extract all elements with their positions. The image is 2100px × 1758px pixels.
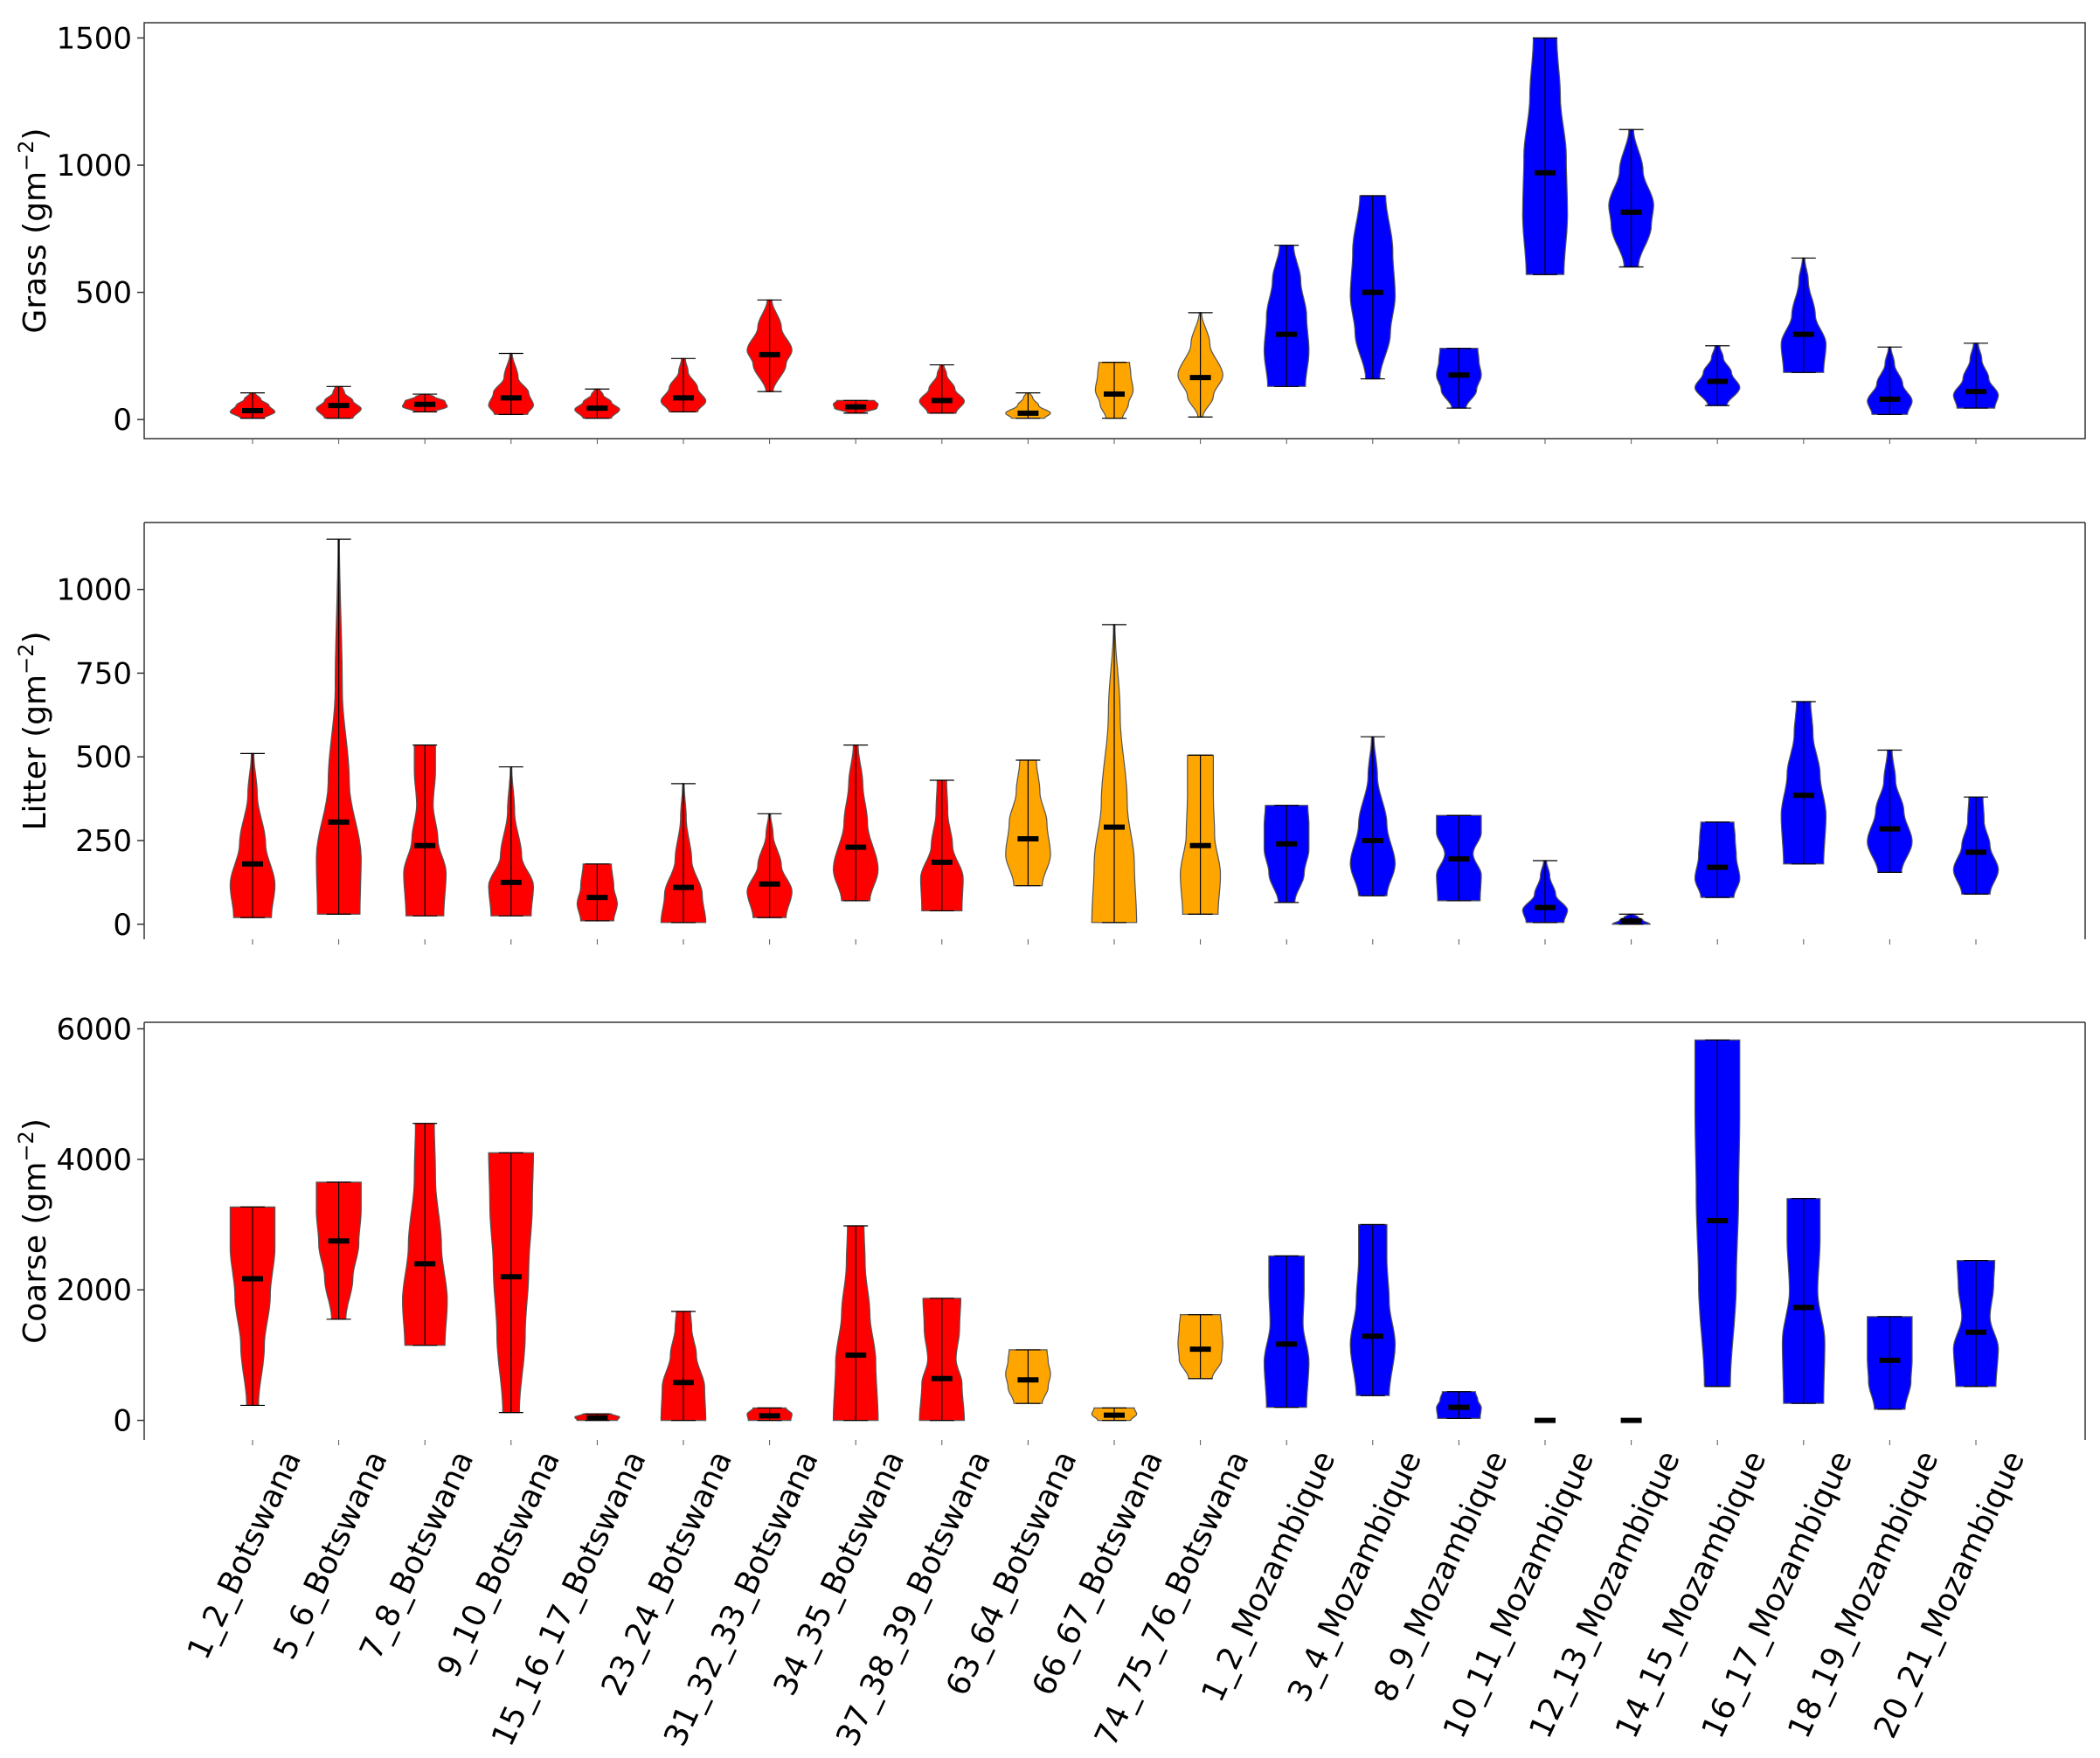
violin-coarse-7 [832, 1225, 879, 1422]
violin-litter-12 [1263, 805, 1310, 903]
violin-grass-9 [1005, 391, 1051, 419]
violin-coarse-6 [746, 1407, 793, 1422]
y-axis-label-exponent: −2 [14, 644, 38, 675]
violin-grass-2 [402, 393, 448, 413]
y-axis-label-text: Grass (gm [17, 171, 53, 334]
y-axis-label-close: ) [17, 1118, 53, 1131]
violin-grass-3 [488, 352, 535, 415]
violin-coarse-1 [315, 1181, 362, 1320]
violin-grass-15 [1521, 37, 1569, 275]
violin-grass-18 [1780, 257, 1827, 373]
y-tick-label: 500 [75, 276, 132, 311]
violin-grass-12 [1263, 245, 1310, 387]
y-axis-label-exponent: −2 [14, 140, 38, 170]
violin-grass-10 [1094, 362, 1134, 419]
violin-litter-15 [1521, 860, 1569, 924]
violin-grass-19 [1867, 346, 1913, 415]
violin-litter-3 [488, 766, 535, 917]
violin-coarse-12 [1263, 1255, 1310, 1408]
violin-litter-14 [1436, 814, 1482, 902]
y-axis-label-close: ) [17, 631, 53, 643]
violin-litter-13 [1349, 736, 1397, 896]
violin-litter-17 [1694, 821, 1741, 898]
violin-litter-4 [576, 863, 619, 922]
violin-litter-0 [229, 752, 276, 918]
violin-litter-7 [832, 744, 879, 902]
x-tick-label: 37_38_39_Botswana [830, 1445, 998, 1751]
violin-litter-5 [660, 783, 707, 924]
y-tick-label: 1500 [56, 21, 132, 56]
violin-grass-1 [315, 385, 362, 419]
y-axis-label: Coarse (gm−2) [14, 1118, 53, 1344]
violin-grass-0 [229, 391, 276, 419]
x-tick-label: 74_75_76_Botswana [1088, 1445, 1256, 1751]
violin-coarse-8 [918, 1298, 966, 1422]
violin-litter-18 [1780, 701, 1827, 865]
violin-coarse-4 [574, 1413, 620, 1422]
violin-coarse-20 [1952, 1260, 2000, 1388]
y-axis-label: Litter (gm−2) [14, 631, 53, 830]
panel-grass: 0 500 1000 1500 Grass (gm−2) [14, 21, 2086, 444]
violin-litter-11 [1179, 754, 1222, 915]
y-axis-label-exponent: −2 [14, 1131, 38, 1161]
y-axis-label-text: Coarse (gm [17, 1162, 53, 1344]
violin-litter-1 [315, 538, 362, 915]
violin-litter-20 [1952, 796, 2000, 895]
x-tick-label: 31_32_33_Botswana [657, 1445, 825, 1751]
violin-coarse-17 [1694, 1039, 1741, 1388]
y-tick-label: 2000 [56, 1273, 132, 1308]
y-axis-label-close: ) [17, 128, 53, 140]
violin-litter-6 [746, 813, 793, 918]
violin-coarse-18 [1781, 1198, 1826, 1404]
violin-litter-2 [403, 744, 447, 917]
violin-litter-16 [1611, 913, 1652, 925]
violin-grass-8 [918, 363, 966, 414]
violin-coarse-9 [1005, 1349, 1051, 1404]
violin-coarse-19 [1867, 1316, 1913, 1410]
y-tick-label: 750 [75, 656, 132, 691]
violin-coarse-14 [1436, 1391, 1482, 1419]
violin-grass-17 [1694, 345, 1741, 406]
panel-coarse: 0 2000 4000 6000 Coarse (gm−2) [14, 1012, 2086, 1445]
violin-coarse-13 [1349, 1223, 1397, 1396]
y-tick-label: 0 [113, 403, 132, 438]
y-tick-label: 6000 [56, 1012, 132, 1047]
violin-litter-9 [1005, 759, 1051, 887]
y-tick-label: 0 [113, 908, 132, 943]
violin-coarse-10 [1091, 1407, 1138, 1422]
violin-grass-4 [574, 388, 620, 419]
violin-grass-5 [660, 357, 707, 413]
violin-coarse-2 [401, 1123, 448, 1346]
violin-litter-8 [919, 779, 964, 912]
x-tick-labels: 1_2_Botswana5_6_Botswana7_8_Botswana9_10… [181, 1445, 2032, 1751]
y-tick-label: 0 [113, 1404, 132, 1439]
violin-grass-14 [1436, 348, 1482, 409]
violin-litter-19 [1867, 749, 1913, 873]
y-tick-label: 1000 [56, 573, 132, 608]
violin-coarse-11 [1177, 1313, 1223, 1380]
violin-litter-10 [1091, 624, 1138, 924]
y-tick-label: 250 [75, 824, 132, 859]
x-tick-label: 15_16_17_Botswana [485, 1445, 653, 1751]
violin-coarse-0 [229, 1206, 276, 1407]
violin-grass-13 [1349, 195, 1397, 380]
violin-coarse-3 [488, 1152, 534, 1414]
y-axis-label: Grass (gm−2) [14, 128, 53, 333]
y-axis-label-text: Litter (gm [17, 675, 53, 831]
y-tick-label: 4000 [56, 1143, 132, 1178]
violin-grass-11 [1177, 312, 1223, 418]
violin-coarse-5 [660, 1311, 707, 1422]
violin-grass-20 [1952, 343, 2000, 409]
y-tick-label: 500 [75, 740, 132, 775]
violin-grass-16 [1608, 128, 1654, 268]
y-tick-label: 1000 [56, 149, 132, 183]
violin-grass-6 [746, 299, 793, 392]
violin-grass-7 [832, 399, 879, 414]
